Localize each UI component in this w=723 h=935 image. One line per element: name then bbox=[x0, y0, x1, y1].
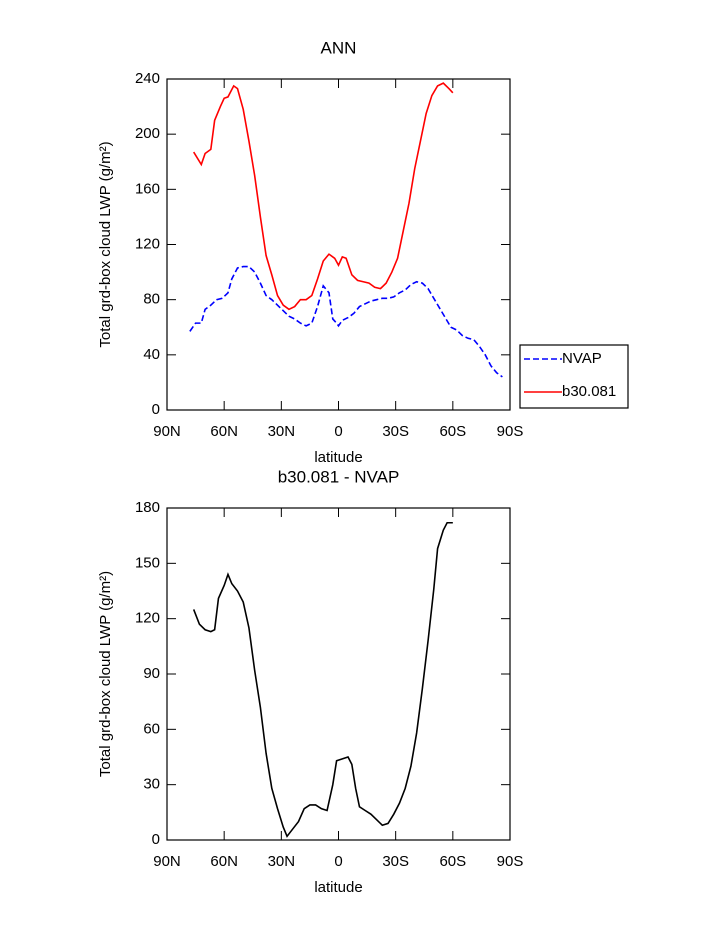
y-tick-label: 160 bbox=[135, 180, 160, 197]
data-line bbox=[189, 265, 503, 378]
x-tick-label: 60S bbox=[439, 423, 466, 440]
x-tick-label: 30N bbox=[268, 853, 296, 870]
y-tick-label: 200 bbox=[135, 125, 160, 142]
x-tick-label: 90S bbox=[497, 423, 524, 440]
plot-frame bbox=[166, 78, 511, 411]
x-tick-label: 30S bbox=[382, 853, 409, 870]
y-tick-label: 120 bbox=[135, 235, 160, 252]
y-axis-label: Total grd-box cloud LWP (g/m²) bbox=[97, 571, 114, 777]
x-axis-label: latitude bbox=[314, 879, 362, 896]
x-tick-label: 90N bbox=[153, 853, 181, 870]
x-tick-label: 60N bbox=[210, 853, 238, 870]
y-tick-label: 150 bbox=[135, 554, 160, 571]
y-tick-label: 180 bbox=[135, 499, 160, 516]
y-tick-label: 0 bbox=[152, 831, 160, 848]
y-tick-label: 90 bbox=[143, 665, 160, 682]
y-tick-label: 60 bbox=[143, 720, 160, 737]
x-tick-label: 0 bbox=[334, 853, 342, 870]
x-tick-label: 60N bbox=[210, 423, 238, 440]
x-tick-label: 0 bbox=[334, 423, 342, 440]
chart-title: b30.081 - NVAP bbox=[278, 467, 400, 486]
y-axis-label: Total grd-box cloud LWP (g/m²) bbox=[97, 141, 114, 347]
chart-title: ANN bbox=[321, 38, 357, 57]
x-tick-label: 60S bbox=[439, 853, 466, 870]
y-tick-label: 40 bbox=[143, 346, 160, 363]
y-tick-label: 80 bbox=[143, 291, 160, 308]
data-line bbox=[192, 521, 453, 838]
y-tick-label: 0 bbox=[152, 401, 160, 418]
legend-label: NVAP bbox=[562, 350, 602, 367]
data-line bbox=[192, 82, 454, 311]
y-tick-label: 30 bbox=[143, 776, 160, 793]
y-tick-label: 120 bbox=[135, 610, 160, 627]
legend-box bbox=[519, 344, 629, 409]
legend-label: b30.081 bbox=[562, 383, 616, 400]
y-tick-label: 240 bbox=[135, 70, 160, 87]
x-axis-label: latitude bbox=[314, 449, 362, 466]
x-tick-label: 90N bbox=[153, 423, 181, 440]
x-tick-label: 90S bbox=[497, 853, 524, 870]
x-tick-label: 30S bbox=[382, 423, 409, 440]
x-tick-label: 30N bbox=[268, 423, 296, 440]
plot-frame bbox=[166, 507, 511, 841]
